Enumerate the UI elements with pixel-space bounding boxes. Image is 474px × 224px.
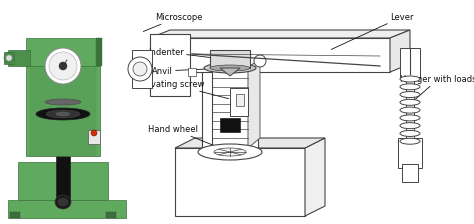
Polygon shape (150, 30, 410, 38)
Circle shape (128, 57, 152, 81)
Bar (4, 52, 14, 64)
Bar (406, 76, 414, 138)
Ellipse shape (400, 130, 420, 136)
Ellipse shape (204, 63, 256, 73)
Bar (150, 38, 390, 72)
Bar (8, 200, 126, 218)
Ellipse shape (46, 110, 80, 118)
Ellipse shape (55, 195, 71, 209)
Text: Hanger with loads: Hanger with loads (400, 75, 474, 103)
Bar (106, 212, 116, 218)
Ellipse shape (400, 76, 420, 82)
Ellipse shape (56, 112, 70, 116)
Circle shape (91, 130, 97, 136)
Ellipse shape (36, 108, 90, 120)
Ellipse shape (400, 107, 420, 113)
Circle shape (254, 55, 266, 67)
Bar (18, 162, 108, 200)
Bar (210, 50, 250, 68)
Circle shape (133, 62, 147, 76)
Bar (96, 38, 102, 66)
Circle shape (45, 48, 81, 84)
Ellipse shape (210, 65, 250, 71)
Ellipse shape (198, 144, 262, 160)
Bar (175, 148, 305, 216)
Ellipse shape (400, 123, 420, 129)
Bar (10, 212, 20, 218)
Bar (236, 94, 244, 106)
Bar (188, 68, 196, 76)
Ellipse shape (400, 92, 420, 98)
Bar (230, 88, 248, 116)
Ellipse shape (58, 198, 68, 206)
Bar (26, 38, 100, 66)
Polygon shape (248, 58, 260, 148)
Ellipse shape (400, 84, 420, 90)
Polygon shape (390, 30, 410, 72)
Ellipse shape (400, 138, 420, 144)
Bar (150, 34, 190, 96)
Bar (8, 50, 30, 66)
Bar (398, 138, 422, 168)
Bar (26, 66, 100, 156)
Text: Elevating screw: Elevating screw (138, 80, 228, 99)
Bar (132, 50, 152, 88)
Bar (220, 118, 240, 132)
Text: Microscope: Microscope (143, 13, 202, 32)
Bar (202, 58, 258, 148)
Bar (400, 48, 420, 78)
Bar (88, 130, 100, 144)
Circle shape (49, 52, 77, 80)
Bar (402, 164, 418, 182)
Ellipse shape (400, 99, 420, 105)
Polygon shape (175, 138, 325, 148)
Polygon shape (305, 138, 325, 216)
Ellipse shape (6, 55, 12, 61)
Text: Anvil: Anvil (152, 67, 228, 75)
Bar (30, 68, 96, 156)
Text: Indenter: Indenter (148, 47, 228, 60)
Ellipse shape (400, 115, 420, 121)
Polygon shape (220, 68, 240, 76)
Text: Hand wheel: Hand wheel (148, 125, 229, 151)
Ellipse shape (4, 53, 14, 63)
Bar (56, 90, 70, 200)
Ellipse shape (45, 99, 81, 105)
Text: Lever: Lever (331, 13, 413, 50)
Bar (212, 68, 248, 148)
Circle shape (59, 62, 67, 70)
Ellipse shape (214, 148, 246, 156)
